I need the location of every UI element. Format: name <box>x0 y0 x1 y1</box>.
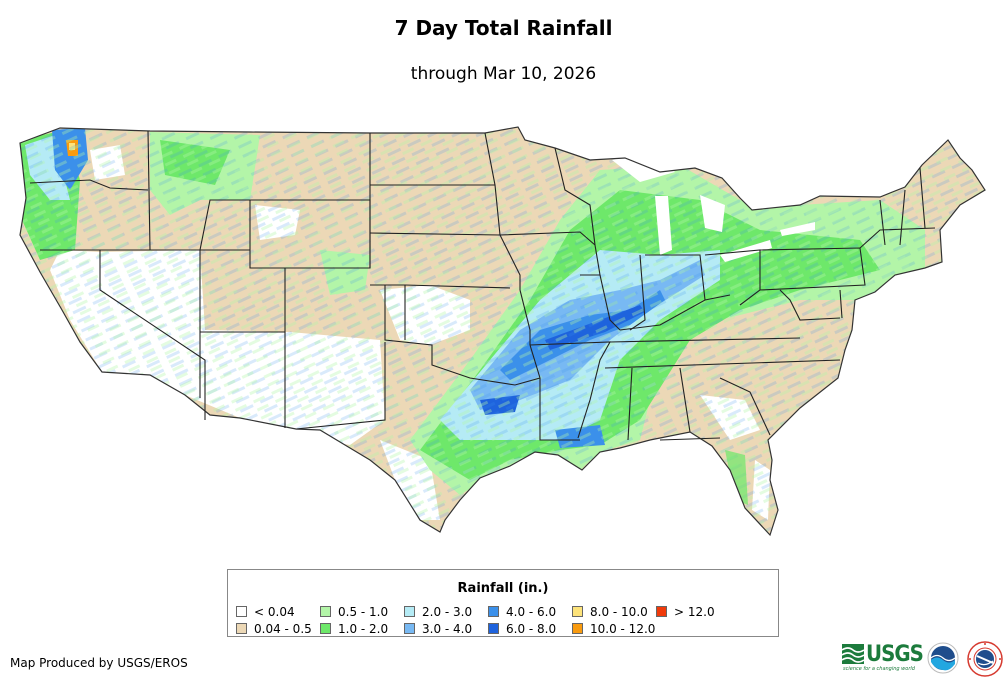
legend-grid: < 0.04 0.04 - 0.5 0.5 - 1.0 1.0 - 2.0 2.… <box>236 603 740 637</box>
noaa-logo-icon <box>927 642 959 674</box>
nws-logo-icon <box>967 641 1003 677</box>
legend-swatch <box>236 623 247 634</box>
state-boundaries <box>29 130 936 441</box>
usgs-wave-icon <box>842 644 865 664</box>
legend-label: 1.0 - 2.0 <box>338 621 389 636</box>
legend-swatch <box>320 606 331 617</box>
legend-swatch <box>656 606 667 617</box>
agency-logos: USGS science for a changing world <box>842 640 1007 680</box>
map-title: 7 Day Total Rainfall <box>394 16 613 40</box>
lake-ontario <box>780 222 815 236</box>
legend-swatch <box>236 606 247 617</box>
usgs-logo: USGS science for a changing world <box>842 642 924 672</box>
legend-swatch <box>572 606 583 617</box>
legend-label: 6.0 - 8.0 <box>506 621 557 636</box>
legend-item: 4.0 - 6.0 <box>488 603 572 620</box>
legend-swatch <box>404 606 415 617</box>
legend-item: 1.0 - 2.0 <box>320 620 404 637</box>
legend-label: 0.04 - 0.5 <box>254 621 312 636</box>
legend-label: > 12.0 <box>674 604 715 619</box>
legend-label: 10.0 - 12.0 <box>590 621 656 636</box>
rainfall-raster <box>20 127 985 535</box>
legend-item: > 12.0 <box>656 603 740 620</box>
usgs-wordmark: USGS <box>866 642 924 667</box>
legend-swatch <box>404 623 415 634</box>
legend-item: 3.0 - 4.0 <box>404 620 488 637</box>
legend-label: 2.0 - 3.0 <box>422 604 473 619</box>
rainfall-map <box>0 120 1007 540</box>
lake-huron <box>700 195 725 232</box>
conus-map-svg <box>19 126 986 537</box>
legend-item: 10.0 - 12.0 <box>572 620 656 637</box>
legend-item: 0.04 - 0.5 <box>236 620 320 637</box>
legend-label: 3.0 - 4.0 <box>422 621 473 636</box>
map-credit: Map Produced by USGS/EROS <box>10 656 188 670</box>
legend-swatch <box>488 606 499 617</box>
legend-label: 0.5 - 1.0 <box>338 604 389 619</box>
legend-title: Rainfall (in.) <box>457 581 549 596</box>
legend-label: 4.0 - 6.0 <box>506 604 557 619</box>
usgs-tagline: science for a changing world <box>843 666 915 672</box>
legend-item: 0.5 - 1.0 <box>320 603 404 620</box>
us-outline <box>19 126 986 537</box>
legend-item: < 0.04 <box>236 603 320 620</box>
map-subtitle: through Mar 10, 2026 <box>410 64 597 84</box>
legend-item: 8.0 - 10.0 <box>572 603 656 620</box>
legend-swatch <box>572 623 583 634</box>
legend-label: < 0.04 <box>254 604 295 619</box>
legend: Rainfall (in.) < 0.04 0.04 - 0.5 0.5 - 1… <box>227 569 779 637</box>
legend-label: 8.0 - 10.0 <box>590 604 648 619</box>
legend-item: 6.0 - 8.0 <box>488 620 572 637</box>
legend-swatch <box>320 623 331 634</box>
legend-swatch <box>488 623 499 634</box>
lake-michigan <box>655 196 672 255</box>
legend-item: 2.0 - 3.0 <box>404 603 488 620</box>
